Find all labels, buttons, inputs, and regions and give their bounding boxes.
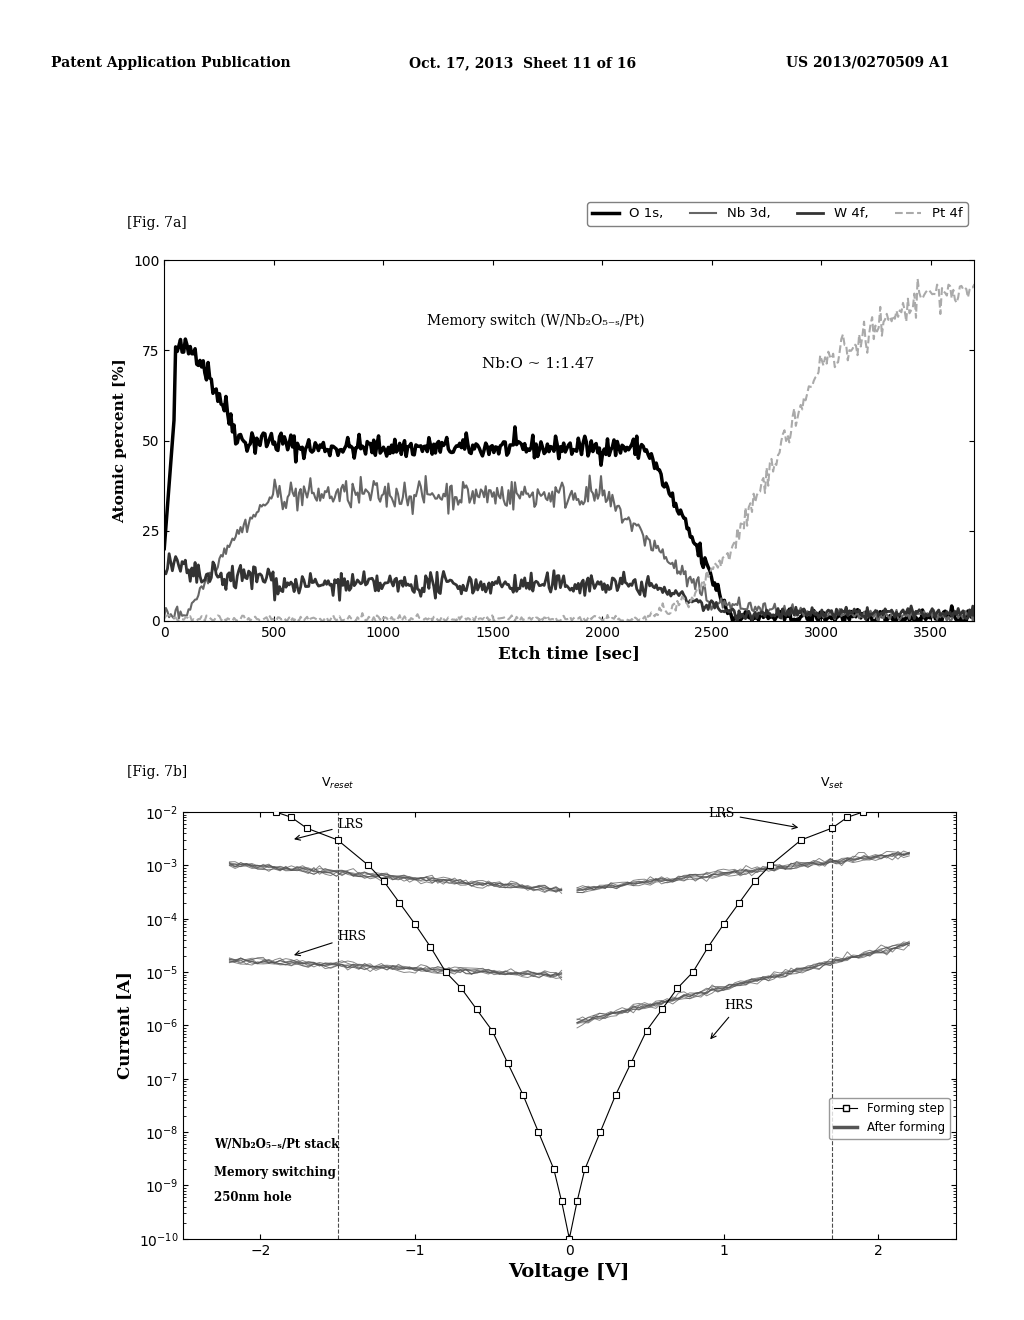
Text: Patent Application Publication: Patent Application Publication: [51, 55, 291, 70]
Text: Oct. 17, 2013  Sheet 11 of 16: Oct. 17, 2013 Sheet 11 of 16: [410, 55, 636, 70]
Text: US 2013/0270509 A1: US 2013/0270509 A1: [786, 55, 949, 70]
Text: [Fig. 7b]: [Fig. 7b]: [127, 766, 186, 779]
Text: [Fig. 7a]: [Fig. 7a]: [127, 216, 186, 231]
